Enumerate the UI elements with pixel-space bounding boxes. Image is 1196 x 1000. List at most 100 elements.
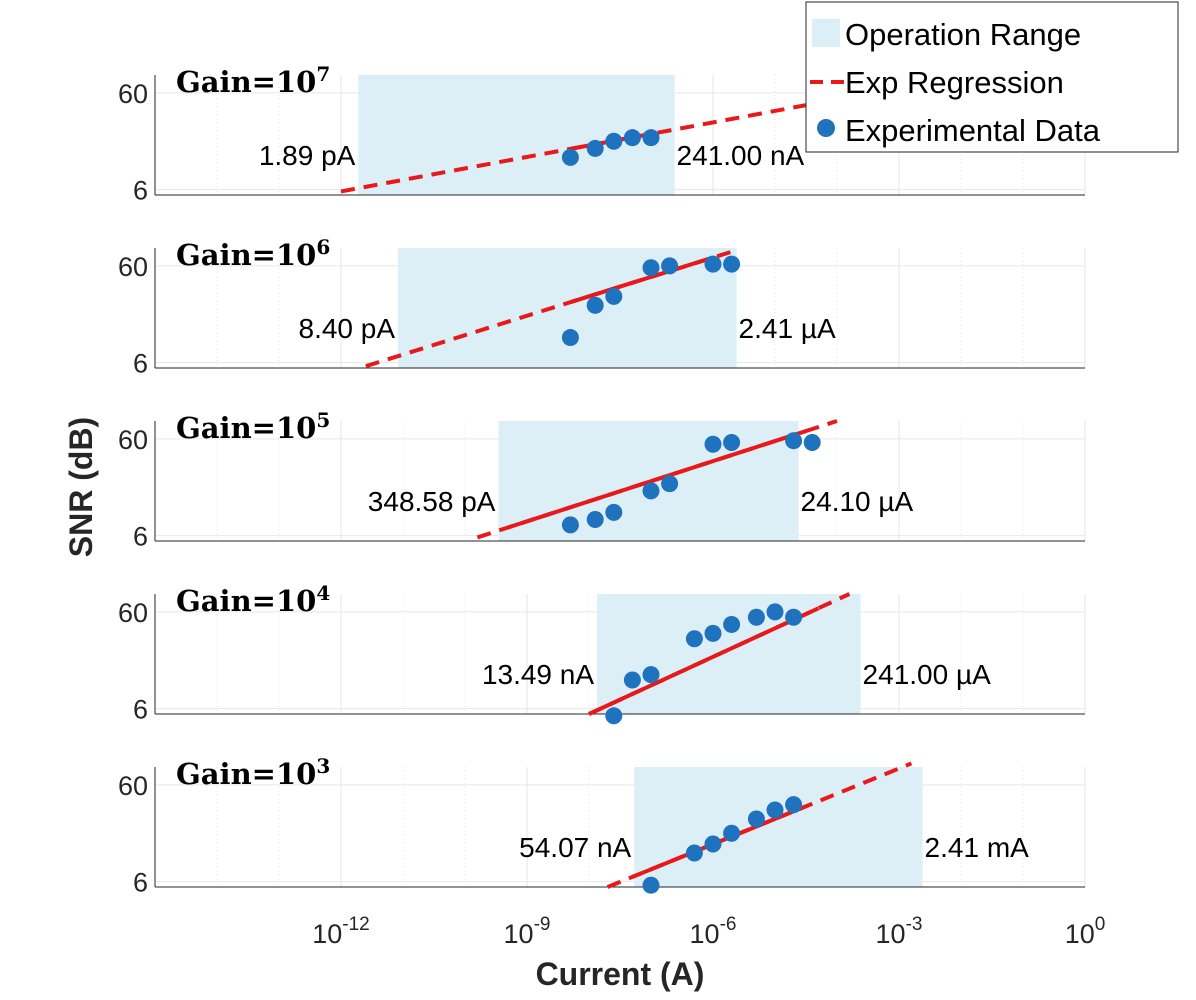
data-point: [561, 329, 579, 347]
data-point: [661, 475, 679, 493]
panel-title: Gain=105: [176, 408, 330, 445]
data-point: [623, 671, 641, 689]
panel-title-exponent: 4: [316, 581, 330, 605]
data-point: [785, 796, 803, 814]
operation-range-area: [597, 594, 861, 714]
data-point: [803, 433, 821, 451]
legend-label-data: Experimental Data: [845, 113, 1101, 148]
y-tick-label: 6: [133, 522, 148, 552]
x-tick-exponent: -9: [534, 914, 551, 935]
data-point: [642, 259, 660, 277]
data-point: [704, 835, 722, 853]
panel-4: 6 60 13.49 nA 241.00 µA Gain=104: [118, 581, 1086, 725]
x-tick-label: 100: [1065, 914, 1106, 949]
range-high-label: 241.00 µA: [863, 659, 992, 690]
regression-line-solid: [569, 255, 714, 305]
operation-range-area: [634, 767, 923, 887]
y-tick-label: 60: [118, 252, 148, 282]
data-point: [747, 810, 765, 828]
regression-line-solid: [507, 429, 807, 530]
data-point: [642, 876, 660, 894]
data-point: [723, 615, 741, 633]
panel-5: 6 60 54.07 nA 2.41 mA Gain=103: [118, 754, 1086, 898]
data-point: [642, 482, 660, 500]
data-point: [605, 287, 623, 305]
range-high-label: 241.00 nA: [677, 140, 805, 171]
data-point: [785, 432, 803, 450]
data-point: [685, 630, 703, 648]
y-tick-label: 60: [118, 771, 148, 801]
panel-title-base: Gain=10: [176, 65, 316, 99]
data-point: [685, 844, 703, 862]
range-low-label: 1.89 pA: [259, 140, 356, 171]
data-point: [586, 139, 604, 157]
operation-range-area: [358, 75, 675, 195]
range-low-label: 13.49 nA: [482, 659, 594, 690]
y-tick-label: 6: [133, 695, 148, 725]
x-tick-base: 10: [876, 919, 906, 949]
data-point: [723, 433, 741, 451]
panel-title-base: Gain=10: [176, 411, 316, 445]
panel-title-base: Gain=10: [176, 757, 316, 791]
legend-swatch-range: [812, 19, 840, 47]
panel-title-exponent: 3: [316, 754, 330, 778]
regression-group: [588, 592, 851, 716]
data-point: [766, 801, 784, 819]
y-axis-label: SNR (dB): [63, 417, 99, 557]
data-point: [642, 129, 660, 147]
regression-line-solid: [588, 606, 820, 716]
y-tick-label: 6: [133, 176, 148, 206]
x-tick-base: 10: [1065, 919, 1095, 949]
data-point: [785, 608, 803, 626]
range-low-label: 348.58 pA: [368, 486, 496, 517]
y-tick-label: 6: [133, 868, 148, 898]
data-point: [723, 824, 741, 842]
x-tick-exponent: -6: [720, 914, 737, 935]
panel-title-exponent: 7: [316, 62, 330, 86]
x-tick-exponent: -12: [342, 914, 369, 935]
legend: Operation Range Exp Regression Experimen…: [805, 1, 1179, 153]
data-point: [747, 608, 765, 626]
legend-label-range: Operation Range: [845, 17, 1081, 52]
y-tick-label: 60: [118, 425, 148, 455]
y-tick-label: 60: [118, 79, 148, 109]
x-tick-label: 10-9: [504, 914, 551, 949]
x-tick-exponent: -3: [906, 914, 923, 935]
legend-label-regression: Exp Regression: [845, 65, 1064, 100]
legend-box: [805, 1, 1179, 153]
data-point: [661, 257, 679, 275]
data-point: [623, 129, 641, 147]
x-tick-base: 10: [690, 919, 720, 949]
data-point: [561, 148, 579, 166]
range-low-label: 8.40 pA: [299, 313, 396, 344]
x-tick-label: 10-12: [312, 914, 370, 949]
data-point: [586, 296, 604, 314]
panel-title-base: Gain=10: [176, 584, 316, 618]
panel-3: 6 60 348.58 pA 24.10 µA Gain=105: [118, 408, 1086, 552]
data-point: [704, 624, 722, 642]
panel-title: Gain=107: [176, 62, 330, 99]
panel-title: Gain=104: [176, 581, 330, 618]
data-point: [605, 132, 623, 150]
data-point: [561, 516, 579, 534]
y-tick-label: 6: [133, 349, 148, 379]
x-axis-label: Current (A): [536, 956, 705, 992]
data-point: [605, 503, 623, 521]
range-high-label: 2.41 µA: [739, 313, 836, 344]
legend-swatch-data: [817, 119, 835, 137]
range-high-label: 2.41 mA: [925, 832, 1030, 863]
data-point: [586, 511, 604, 529]
regression-group: [476, 419, 838, 540]
x-tick-label: 10-6: [690, 914, 737, 949]
x-tick-base: 10: [312, 919, 342, 949]
panel-title-exponent: 5: [316, 408, 330, 432]
range-low-label: 54.07 nA: [519, 832, 631, 863]
data-point: [704, 255, 722, 273]
data-point: [766, 603, 784, 621]
data-point: [704, 435, 722, 453]
x-tick-labels: 10-12 10-9 10-6 10-3 100: [312, 914, 1105, 949]
data-point: [642, 666, 660, 684]
